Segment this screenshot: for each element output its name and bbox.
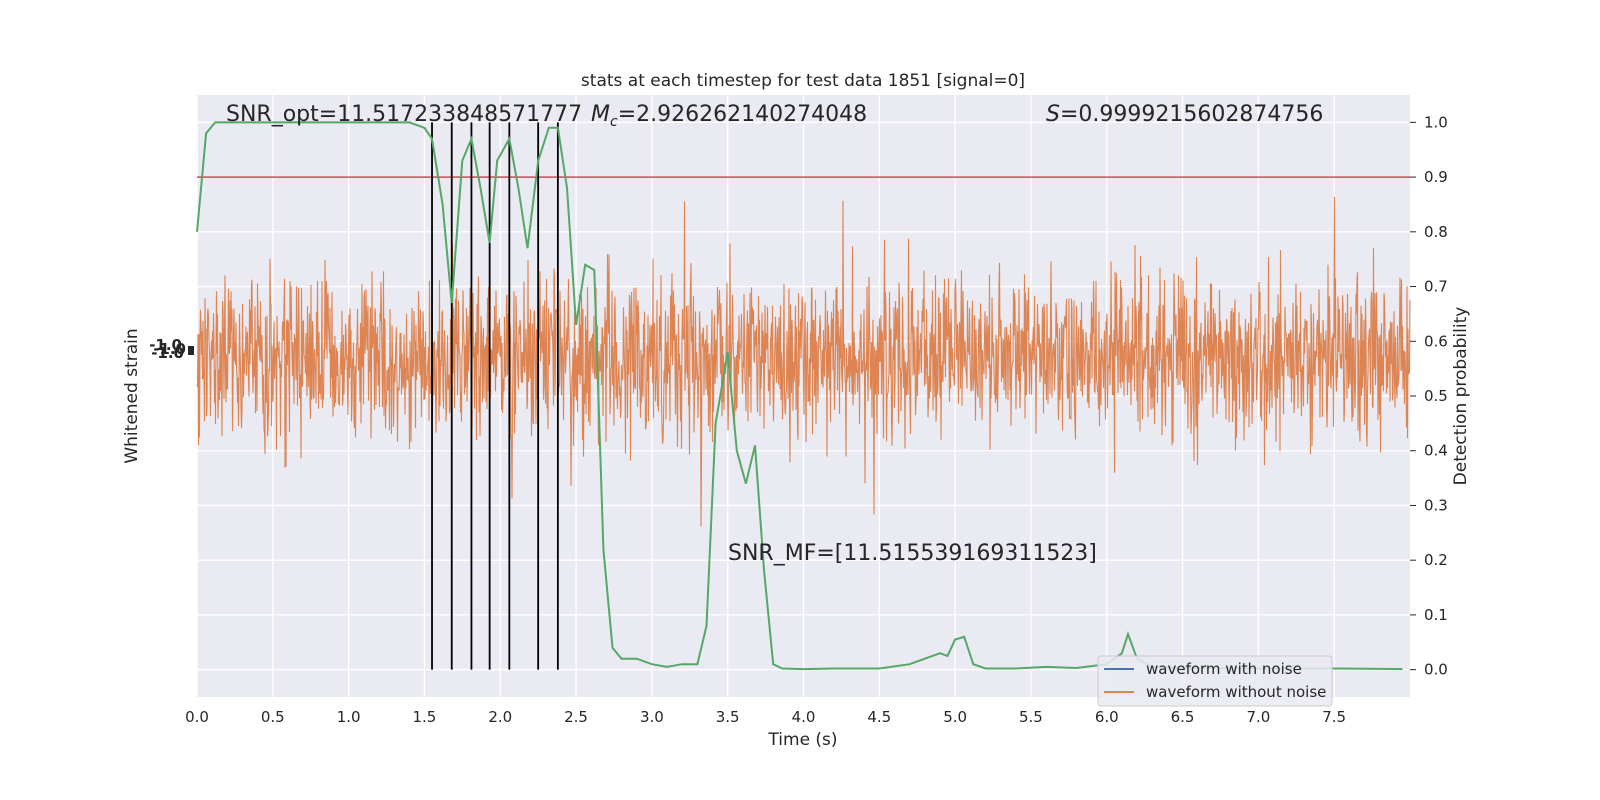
x-tick-label: 1.5 (413, 708, 437, 726)
legend-box (1097, 655, 1333, 707)
strain-line (196, 196, 1411, 527)
x-tick-label: 2.0 (488, 708, 512, 726)
x-tick-label: 4.0 (792, 708, 816, 726)
probability-series (196, 121, 1403, 671)
x-tick-label: 5.5 (1019, 708, 1043, 726)
x-tick-label: 5.0 (943, 708, 967, 726)
mc-symbol: M (591, 102, 610, 127)
chart-title: stats at each timestep for test data 185… (581, 71, 1025, 91)
x-ticks: 0.0 0.5 1.0 1.5 2.0 2.5 3.0 3.5 4.0 4.5 5.0 5.5 6.0 6… (185, 708, 1346, 726)
mc-subscript: c (610, 114, 618, 130)
y-axis-label-left: Whitened strain (122, 328, 142, 463)
x-tick-label: 6.5 (1171, 708, 1195, 726)
y-tick-label: 0.4 (1424, 442, 1448, 460)
x-tick-label: 0.5 (261, 708, 285, 726)
y-tick-label: 0.6 (1424, 332, 1448, 350)
x-tick-label: 3.5 (716, 708, 740, 726)
y-ticks-right: 0.0 0.1 0.2 0.3 0.4 0.5 0.6 0.7 0.8 0.9 1.0 (1410, 113, 1448, 679)
snr-mf-annotation: SNR_MF=[11.515539169311523] (728, 541, 1097, 566)
left-tick-label: -1.0 (153, 340, 186, 358)
s-value: =0.9999215602874756 (1060, 102, 1323, 127)
left-tick-label: -1.0 (151, 344, 184, 362)
probability-line (196, 121, 1403, 671)
y-tick-label: 0.8 (1424, 223, 1448, 241)
y-tick-label: 0.1 (1424, 606, 1448, 624)
y-tick-label: 0.0 (1424, 661, 1448, 679)
left-axis-ticks: -1.0 -1.0 -1.0 (149, 336, 194, 362)
x-axis-label: Time (s) (767, 730, 837, 750)
y-tick-label: 0.5 (1424, 387, 1448, 405)
y-tick-label: 0.3 (1424, 496, 1448, 514)
legend: waveform with noise waveform without noi… (1097, 655, 1333, 707)
y-tick-label: 0.7 (1424, 278, 1448, 296)
legend-label-with-noise: waveform with noise (1146, 660, 1302, 678)
s-annotation: S=0.9999215602874756 (1046, 102, 1323, 127)
x-tick-label: 0.0 (185, 708, 209, 726)
legend-label-without-noise: waveform without noise (1146, 683, 1326, 701)
mc-annotation: Mc=2.926262140274048 (591, 102, 867, 130)
y-tick-label: 0.9 (1424, 168, 1448, 186)
y-axis-label-right: Detection probability (1451, 307, 1471, 486)
x-tick-label: 7.0 (1246, 708, 1270, 726)
left-tick-label: -1.0 (149, 336, 182, 354)
snr-opt-annotation: SNR_opt=11.517233848571777 (226, 102, 582, 127)
strain-series (196, 196, 1411, 527)
x-tick-label: 2.5 (564, 708, 588, 726)
y-tick-label: 0.2 (1424, 551, 1448, 569)
left-tick-mark (188, 346, 194, 355)
vertical-markers (431, 122, 559, 670)
mc-value: =2.926262140274048 (618, 102, 867, 127)
y-tick-label: 1.0 (1424, 113, 1448, 131)
x-tick-label: 3.0 (640, 708, 664, 726)
x-tick-label: 6.0 (1095, 708, 1119, 726)
x-tick-label: 1.0 (337, 708, 361, 726)
x-tick-label: 7.5 (1322, 708, 1346, 726)
x-tick-label: 4.5 (867, 708, 891, 726)
s-symbol: S (1046, 102, 1060, 127)
